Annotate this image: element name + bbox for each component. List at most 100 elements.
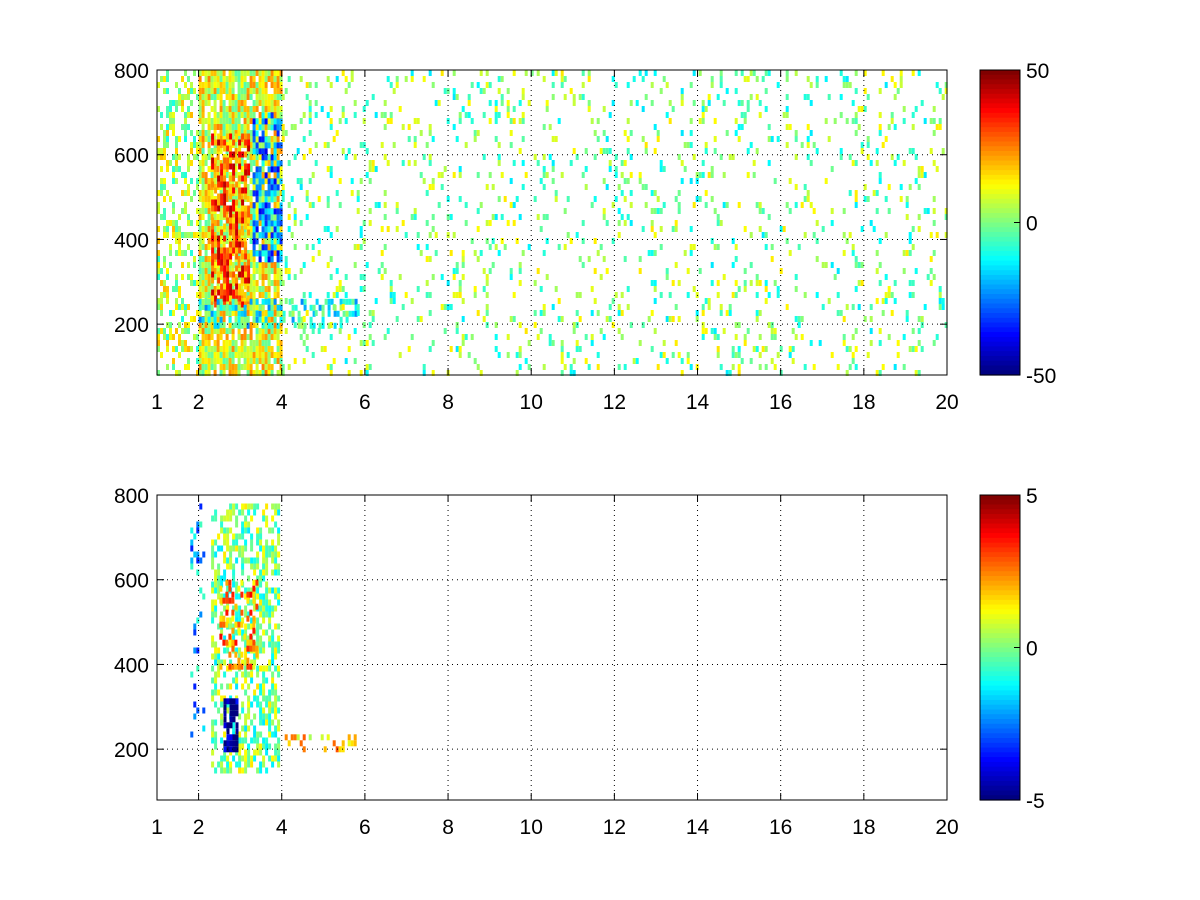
heatmap-cell bbox=[267, 322, 271, 329]
heatmap-cell bbox=[163, 184, 166, 190]
heatmap-cell bbox=[246, 334, 250, 340]
heatmap-cell bbox=[279, 94, 283, 100]
heatmap-cell bbox=[253, 755, 257, 762]
heatmap-cell bbox=[809, 82, 813, 88]
heatmap-cell bbox=[276, 106, 280, 112]
heatmap-cell bbox=[271, 659, 275, 666]
heatmap-cell bbox=[210, 328, 214, 334]
heatmap-cell bbox=[608, 160, 612, 166]
heatmap-cell bbox=[214, 157, 218, 164]
heatmap-cell bbox=[201, 154, 205, 160]
heatmap-cell bbox=[211, 731, 215, 738]
heatmap-cell bbox=[479, 70, 483, 76]
heatmap-cell bbox=[225, 591, 229, 598]
heatmap-cell bbox=[581, 172, 585, 178]
heatmap-cell bbox=[773, 328, 777, 334]
heatmap-cell bbox=[329, 334, 333, 340]
heatmap-cell bbox=[261, 340, 265, 346]
heatmap-cell bbox=[452, 232, 456, 238]
heatmap-cell bbox=[273, 316, 277, 323]
heatmap-cell bbox=[500, 76, 504, 82]
heatmap-cell bbox=[228, 633, 232, 640]
heatmap-cell bbox=[211, 635, 215, 642]
colorbar-swatch bbox=[980, 590, 1020, 596]
heatmap-cell bbox=[302, 136, 306, 142]
heatmap-cell bbox=[270, 256, 274, 263]
heatmap-cell bbox=[383, 112, 387, 118]
heatmap-cell bbox=[220, 295, 224, 302]
heatmap-cell bbox=[238, 509, 242, 516]
heatmap-cell bbox=[244, 515, 248, 522]
heatmap-cell bbox=[229, 247, 233, 254]
heatmap-cell bbox=[914, 178, 918, 184]
heatmap-cell bbox=[917, 184, 921, 190]
heatmap-cell bbox=[175, 298, 178, 304]
heatmap-cell bbox=[749, 262, 753, 268]
heatmap-cell bbox=[662, 340, 666, 346]
heatmap-cell bbox=[446, 304, 450, 310]
heatmap-cell bbox=[169, 322, 172, 328]
heatmap-cell bbox=[704, 298, 708, 304]
heatmap-cell bbox=[249, 304, 253, 311]
x-tick-label: 8 bbox=[442, 391, 454, 414]
heatmap-cell bbox=[434, 250, 438, 256]
heatmap-cell bbox=[196, 569, 200, 576]
heatmap-cell bbox=[485, 184, 489, 190]
heatmap-cell bbox=[259, 527, 263, 534]
heatmap-cell bbox=[782, 226, 786, 232]
heatmap-cell bbox=[566, 232, 570, 238]
heatmap-cell bbox=[650, 100, 654, 106]
heatmap-cell bbox=[321, 316, 325, 323]
heatmap-cell bbox=[347, 148, 351, 154]
heatmap-cell bbox=[229, 253, 233, 260]
heatmap-cell bbox=[737, 202, 741, 208]
heatmap-cell bbox=[338, 286, 342, 292]
heatmap-cell bbox=[890, 118, 894, 124]
heatmap-cell bbox=[229, 503, 233, 510]
heatmap-cell bbox=[234, 142, 238, 148]
heatmap-cell bbox=[249, 88, 253, 94]
heatmap-cell bbox=[273, 280, 277, 286]
heatmap-cell bbox=[166, 268, 169, 274]
heatmap-cell bbox=[264, 130, 268, 136]
heatmap-cell bbox=[362, 220, 366, 226]
heatmap-cell bbox=[749, 280, 753, 286]
colorbar-swatch bbox=[980, 518, 1020, 525]
heatmap-cell bbox=[232, 503, 236, 510]
colorbar-swatch bbox=[980, 174, 1020, 181]
heatmap-cell bbox=[258, 316, 262, 323]
heatmap-cell bbox=[252, 316, 256, 323]
heatmap-cell bbox=[234, 316, 238, 322]
heatmap-cell bbox=[641, 76, 645, 82]
heatmap-cell bbox=[267, 280, 271, 286]
heatmap-cell bbox=[244, 253, 248, 260]
heatmap-cell bbox=[241, 509, 245, 516]
heatmap-cell bbox=[267, 316, 271, 322]
heatmap-cell bbox=[327, 298, 331, 305]
heatmap-cell bbox=[713, 208, 717, 214]
heatmap-cell bbox=[262, 557, 266, 564]
heatmap-cell bbox=[181, 94, 184, 100]
heatmap-cell bbox=[917, 172, 921, 178]
heatmap-cell bbox=[244, 719, 248, 726]
heatmap-cell bbox=[353, 112, 357, 118]
heatmap-cell bbox=[160, 178, 163, 184]
heatmap-cell bbox=[187, 220, 190, 226]
heatmap-cell bbox=[216, 94, 220, 100]
heatmap-cell bbox=[347, 334, 351, 340]
heatmap-cell bbox=[204, 358, 208, 364]
heatmap-cell bbox=[226, 247, 230, 254]
heatmap-cell bbox=[265, 605, 269, 612]
heatmap-cell bbox=[255, 202, 259, 208]
heatmap-cell bbox=[207, 220, 211, 226]
heatmap-cell bbox=[737, 370, 741, 376]
heatmap-cell bbox=[190, 112, 193, 118]
heatmap-cell bbox=[253, 557, 257, 564]
heatmap-cell bbox=[911, 328, 915, 334]
heatmap-cell bbox=[512, 202, 516, 208]
heatmap-cell bbox=[277, 539, 281, 546]
heatmap-cell bbox=[264, 274, 268, 280]
heatmap-cell bbox=[198, 88, 202, 94]
heatmap-cell bbox=[262, 641, 266, 648]
colorbar-swatch bbox=[980, 155, 1020, 162]
